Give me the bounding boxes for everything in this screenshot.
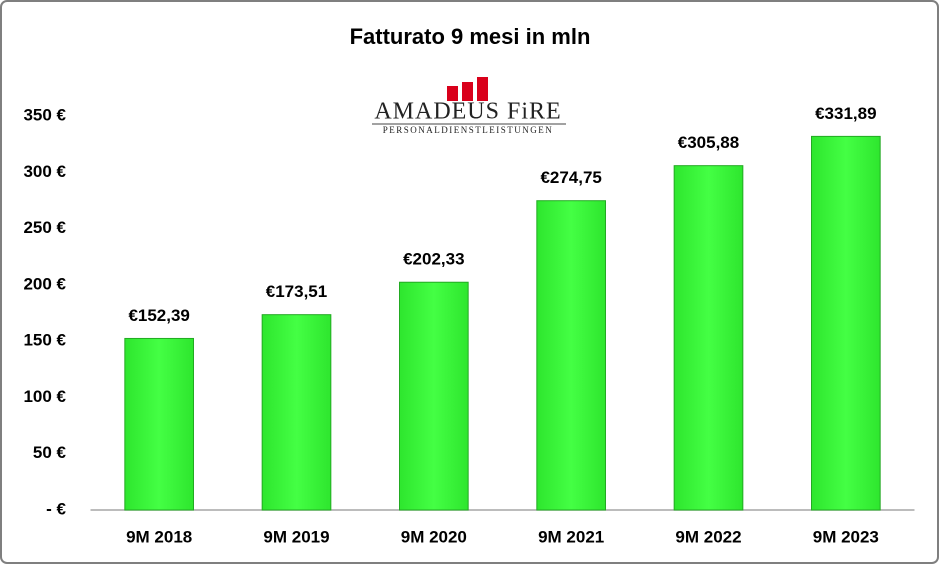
value-label: €202,33 — [403, 250, 464, 269]
bar — [399, 281, 469, 511]
y-tick-label: - € — [46, 499, 66, 518]
value-label: €305,88 — [678, 133, 739, 152]
logo-name: AMADEUS FiRE — [374, 99, 561, 125]
logo-tagline: PERSONALDIENSTLEISTUNGEN — [383, 125, 554, 135]
bar — [261, 314, 332, 511]
y-tick-label: 200 € — [23, 274, 66, 293]
value-label: €173,51 — [266, 282, 327, 301]
y-tick-label: 300 € — [23, 162, 66, 181]
chart-title: Fatturato 9 mesi in mln — [350, 24, 591, 49]
x-tick-label: 9M 2021 — [538, 527, 604, 546]
value-label: €331,89 — [815, 104, 876, 123]
value-label: €152,39 — [128, 306, 189, 325]
y-tick-label: 50 € — [33, 443, 67, 462]
y-tick-label: 250 € — [23, 218, 66, 237]
x-tick-label: 9M 2018 — [126, 527, 192, 546]
bar — [536, 200, 606, 511]
bar — [811, 135, 881, 511]
bar — [673, 165, 744, 511]
x-tick-label: 9M 2020 — [401, 527, 467, 546]
x-tick-label: 9M 2023 — [813, 527, 879, 546]
y-tick-label: 150 € — [23, 331, 66, 350]
logo-icon — [447, 77, 488, 101]
bar — [124, 337, 194, 511]
value-label: €274,75 — [540, 168, 601, 187]
y-tick-label: 350 € — [23, 105, 66, 124]
y-tick-label: 100 € — [23, 387, 66, 406]
x-tick-label: 9M 2022 — [675, 527, 741, 546]
x-tick-label: 9M 2019 — [263, 527, 329, 546]
